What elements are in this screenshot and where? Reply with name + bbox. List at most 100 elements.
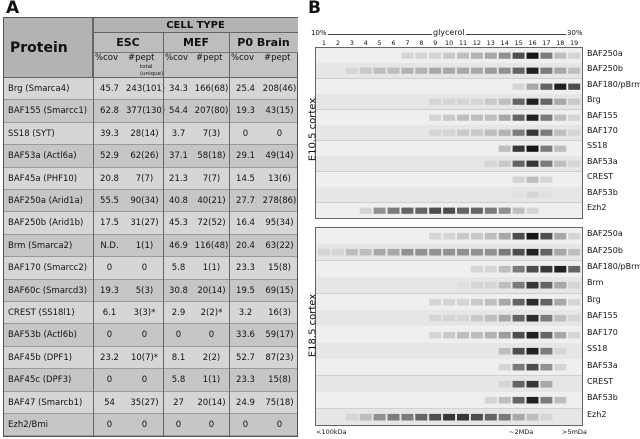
cell-esc-pept: 243(101) [126,84,166,94]
lane-number: 15 [514,39,523,47]
cell-esc-pept: 5(3) [135,285,154,296]
band [540,52,553,59]
band [457,207,469,214]
blot-strip [316,310,582,327]
table-row: BAF53a (Actl6a) 52.9 62(26) 37.1 58(18) 29.1 4… [4,145,297,168]
band [568,52,581,59]
band [345,413,358,421]
band [457,298,469,306]
band [498,207,511,214]
band [498,397,511,404]
band [359,207,372,214]
band [484,232,497,240]
strip-background [316,156,582,172]
cell-mef-cov: 30.8 [169,285,188,296]
cell-mef-pept: 20(14) [197,285,226,296]
lane-number: 17 [542,39,551,47]
band [568,160,581,167]
antibody-label: CREST [587,376,614,386]
band [457,314,469,322]
band [359,249,372,256]
band [484,160,497,167]
band [470,114,483,121]
cell-brain-pept: 278(86) [262,196,297,206]
mef-cov-label: %cov [165,53,188,63]
column-divider [93,18,94,436]
cell-mef-pept: 0 [208,420,215,430]
band [470,52,483,59]
antibody-label: BAF180/pBrm [587,262,640,272]
band [512,145,525,152]
band [526,83,539,90]
size-marker-low: <100kDa [316,428,347,436]
band [429,114,442,121]
blot-strip [316,187,582,203]
band [526,145,539,152]
cell-brain-cov: 27.7 [236,196,255,206]
table-row: BAF250b (Arid1b) 17.5 31(27) 45.3 72(52) 16.4… [4,212,297,235]
band [457,52,469,59]
mef-cov-header: %cov [163,53,194,78]
band [401,68,414,75]
cell-mef-cov: 3.7 [171,128,186,139]
band [526,160,539,167]
brain-group-header: P0 Brain [229,33,298,53]
cell-protein: BAF155 (Smarcc1) [8,106,88,117]
lane-number: 18 [556,39,565,47]
band [526,52,539,59]
cell-mef-pept: 166(68) [194,84,229,94]
brain-cov-header: %cov [229,53,262,78]
cell-esc-cov: 45.7 [100,84,119,94]
band [498,232,511,240]
cell-esc-cov: 0 [106,263,113,274]
blot-strip [316,293,582,311]
cell-brain-cov: 0 [242,128,249,139]
band [526,68,539,75]
cell-brain-pept: 95(34) [265,218,294,229]
antibody-label: SS18 [587,141,608,151]
band [484,298,497,306]
protein-column-header: Protein [4,18,93,78]
band [526,176,539,183]
cell-mef-pept: 2(2) [202,352,221,363]
band [457,68,469,75]
cell-esc-pept: 10(7)* [130,352,159,363]
band [512,232,525,240]
band [484,265,497,273]
band [540,249,553,256]
band [484,282,497,289]
cell-mef-pept: 1(1) [202,263,221,274]
lane-number: 3 [349,39,354,47]
band [568,282,581,289]
brain-cov-label: %cov [231,53,254,63]
band [457,232,469,240]
band [443,298,456,306]
cell-esc-cov: 54 [104,397,115,408]
table-row: BAF45b (DPF1) 23.2 10(7)* 8.1 2(2) 52.7 87(23) [4,346,297,370]
antibody-label: BAF53b [587,187,618,197]
band [470,282,483,289]
antibody-label: Brg [587,294,601,304]
band [554,83,567,90]
antibody-label: SS18 [587,344,608,354]
cell-mef-cov: 2.9 [171,308,186,318]
cell-brain-pept: 16(3) [268,308,291,318]
band [540,129,553,137]
band [512,265,525,273]
cell-esc-cov: 6.1 [102,308,117,318]
cell-esc-pept: 0 [141,330,148,341]
band [470,129,483,137]
cell-brain-pept: 69(15) [265,285,294,296]
table-row: BAF45a (PHF10) 20.8 7(7) 21.3 7(7) 14.5 13(6) [4,167,297,190]
cell-brain-pept: 0 [276,420,283,430]
esc-pept-label: #pept [128,53,155,63]
band [526,331,539,338]
cell-brain-cov: 23.3 [236,263,255,274]
band [498,52,511,59]
band [429,52,442,59]
panel-a-letter: A [6,0,20,18]
strip-background [316,140,582,157]
antibody-label: BAF170 [587,126,618,135]
cell-mef-pept: 207(80) [194,106,229,117]
blot-strip [316,228,582,245]
